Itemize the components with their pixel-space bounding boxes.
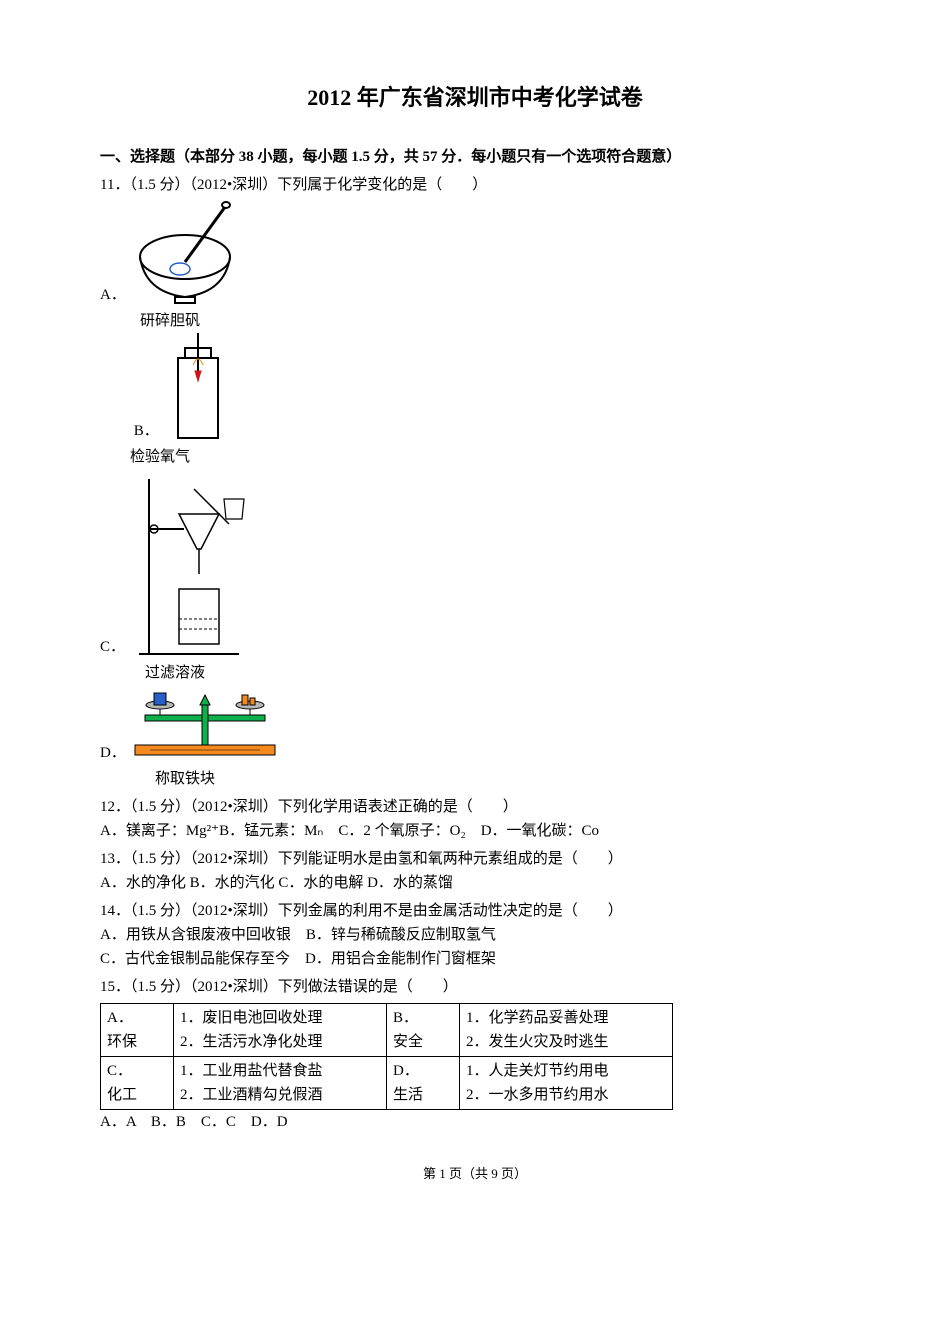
cell: D． <box>393 1059 453 1083</box>
q13-stem: 13．（1.5 分）（2012•深圳）下列能证明水是由氢和氧两种元素组成的是（ … <box>100 847 850 871</box>
question-14: 14．（1.5 分）（2012•深圳）下列金属的利用不是由金属活动性决定的是（ … <box>100 899 850 971</box>
cell: B． <box>393 1006 453 1030</box>
q14-line1: A．用铁从含银废液中回收银 B．锌与稀硫酸反应制取氢气 <box>100 923 850 947</box>
cell: A． <box>107 1006 167 1030</box>
cell: 安全 <box>393 1030 453 1054</box>
section-heading: 一、选择题（本部分 38 小题，每小题 1.5 分，共 57 分．每小题只有一个… <box>100 145 850 169</box>
q12-options: A．镁离子：Mg²⁺B．锰元素：Mₙ C．2 个氧原子：O₂ D．一氧化碳：Co <box>100 819 850 843</box>
cell: 1．工业用盐代替食盐 <box>180 1059 380 1083</box>
question-12: 12．（1.5 分）（2012•深圳）下列化学用语表述正确的是（ ） A．镁离子… <box>100 795 850 843</box>
q11-option-a: A． 研碎胆矾 <box>100 197 850 333</box>
cell: 环保 <box>107 1030 167 1054</box>
q11-optD-label: D． <box>100 745 126 761</box>
mortar-icon <box>130 197 250 307</box>
page-title: 2012 年广东省深圳市中考化学试卷 <box>100 80 850 115</box>
cell: C． <box>107 1059 167 1083</box>
cell: 2．生活污水净化处理 <box>180 1030 380 1054</box>
cell: 生活 <box>393 1083 453 1107</box>
page-footer: 第 1 页（共 9 页） <box>100 1164 850 1185</box>
q11-optB-caption: 检验氧气 <box>100 445 220 469</box>
q15-table: A． 环保 1．废旧电池回收处理 2．生活污水净化处理 B． 安全 1．化学药品… <box>100 1003 673 1110</box>
q11-option-b: B． 检验氧气 <box>100 333 850 469</box>
cell: 2．发生火灾及时逃生 <box>466 1030 666 1054</box>
cell: 2．工业酒精勾兑假酒 <box>180 1083 380 1107</box>
question-11: 11．（1.5 分）（2012•深圳）下列属于化学变化的是（ ） A． 研碎胆矾 <box>100 173 850 791</box>
q15-answer-line: A．A B．B C．C D．D <box>100 1110 850 1134</box>
q11-optC-label: C． <box>100 639 125 655</box>
q11-optC-caption: 过滤溶液 <box>100 661 250 685</box>
q13-options: A．水的净化 B．水的汽化 C．水的电解 D．水的蒸馏 <box>100 871 850 895</box>
q11-option-c: C． <box>100 469 850 685</box>
q11-optA-label: A． <box>100 287 126 303</box>
cell: 1．废旧电池回收处理 <box>180 1006 380 1030</box>
filtration-icon <box>129 469 259 659</box>
q14-stem: 14．（1.5 分）（2012•深圳）下列金属的利用不是由金属活动性决定的是（ … <box>100 899 850 923</box>
balance-icon <box>130 685 280 765</box>
gas-jar-icon <box>163 333 233 443</box>
q11-option-d: D． <box>100 685 850 791</box>
q15-stem: 15．（1.5 分）（2012•深圳）下列做法错误的是（ ） <box>100 975 850 999</box>
question-13: 13．（1.5 分）（2012•深圳）下列能证明水是由氢和氧两种元素组成的是（ … <box>100 847 850 895</box>
q11-stem: 11．（1.5 分）（2012•深圳）下列属于化学变化的是（ ） <box>100 173 850 197</box>
q11-optD-caption: 称取铁块 <box>100 767 270 791</box>
q11-optA-caption: 研碎胆矾 <box>100 309 240 333</box>
q11-optB-label: B． <box>134 423 159 439</box>
cell: 化工 <box>107 1083 167 1107</box>
question-15: 15．（1.5 分）（2012•深圳）下列做法错误的是（ ） A． 环保 1．废… <box>100 975 850 1134</box>
cell: 1．化学药品妥善处理 <box>466 1006 666 1030</box>
q14-line2: C．古代金银制品能保存至今 D．用铝合金能制作门窗框架 <box>100 947 850 971</box>
q12-stem: 12．（1.5 分）（2012•深圳）下列化学用语表述正确的是（ ） <box>100 795 850 819</box>
cell: 2．一水多用节约用水 <box>466 1083 666 1107</box>
cell: 1．人走关灯节约用电 <box>466 1059 666 1083</box>
